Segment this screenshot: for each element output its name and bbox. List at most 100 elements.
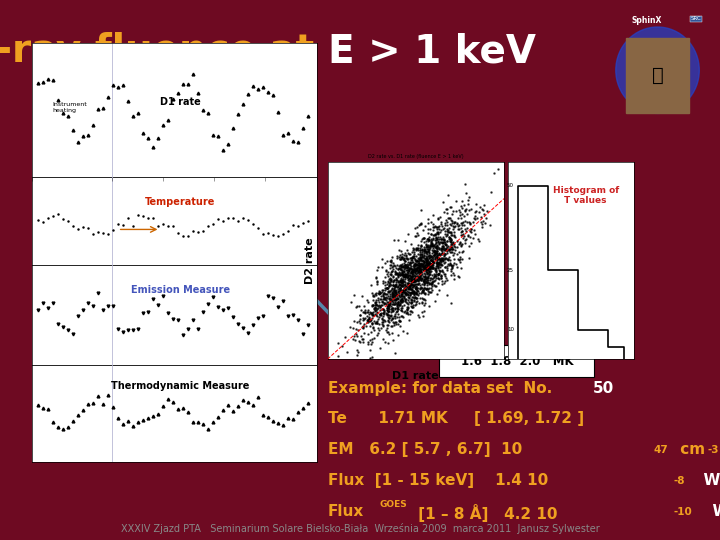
Point bbox=[395, 312, 406, 321]
Point bbox=[396, 292, 408, 300]
Point bbox=[405, 253, 416, 262]
Point bbox=[425, 260, 436, 269]
Point bbox=[402, 305, 413, 314]
Point bbox=[410, 293, 421, 301]
Point bbox=[438, 244, 450, 253]
Point bbox=[424, 263, 436, 272]
Point bbox=[421, 269, 433, 278]
Point bbox=[441, 255, 453, 264]
Point bbox=[426, 263, 438, 272]
Point bbox=[432, 258, 444, 267]
Point bbox=[374, 298, 385, 306]
Point bbox=[389, 300, 400, 308]
Point bbox=[408, 269, 419, 278]
Point bbox=[434, 238, 446, 247]
Point bbox=[427, 261, 438, 269]
Point bbox=[395, 260, 407, 269]
Point bbox=[368, 317, 379, 326]
Point bbox=[396, 289, 408, 298]
Point bbox=[431, 235, 443, 244]
Point bbox=[423, 257, 434, 266]
Point bbox=[413, 311, 424, 320]
Point bbox=[405, 280, 416, 289]
Point bbox=[399, 272, 410, 281]
Point bbox=[409, 267, 420, 275]
Point bbox=[397, 295, 408, 303]
Point bbox=[432, 270, 444, 279]
Point bbox=[413, 255, 424, 264]
Point bbox=[406, 276, 418, 285]
Point bbox=[425, 256, 436, 265]
Point bbox=[392, 298, 404, 307]
Point bbox=[425, 262, 436, 271]
Point bbox=[448, 228, 459, 237]
Point bbox=[406, 281, 418, 289]
Point bbox=[411, 294, 423, 302]
Point bbox=[409, 276, 420, 285]
Point bbox=[410, 272, 421, 280]
Point bbox=[437, 241, 449, 250]
Point bbox=[438, 255, 449, 264]
Point bbox=[427, 246, 438, 255]
Point bbox=[405, 277, 416, 286]
Point bbox=[421, 268, 433, 277]
Point bbox=[415, 272, 426, 281]
Point bbox=[358, 308, 369, 316]
Text: Histogram of
T values: Histogram of T values bbox=[552, 186, 619, 205]
Point bbox=[419, 265, 431, 273]
Point bbox=[399, 272, 410, 281]
Point bbox=[395, 252, 407, 261]
Point bbox=[420, 256, 431, 265]
Point bbox=[390, 281, 402, 289]
Point bbox=[405, 272, 416, 281]
Point bbox=[428, 246, 439, 254]
Point bbox=[396, 295, 408, 304]
Point bbox=[469, 226, 480, 234]
Point bbox=[387, 293, 398, 301]
Point bbox=[355, 306, 366, 315]
Point bbox=[384, 292, 396, 300]
Point bbox=[428, 211, 439, 219]
Point bbox=[407, 289, 418, 298]
Point bbox=[413, 259, 425, 268]
Point bbox=[404, 280, 415, 288]
Point bbox=[431, 249, 442, 258]
Point bbox=[468, 233, 480, 242]
Point bbox=[397, 282, 408, 291]
Point bbox=[449, 233, 461, 241]
Point bbox=[366, 289, 378, 298]
Point bbox=[407, 287, 418, 295]
Point bbox=[414, 246, 426, 254]
Point bbox=[421, 256, 433, 265]
Point bbox=[397, 286, 408, 295]
Point bbox=[406, 287, 418, 296]
Point bbox=[392, 278, 404, 286]
Point bbox=[392, 288, 404, 296]
Point bbox=[428, 251, 440, 260]
Point bbox=[357, 316, 369, 325]
Point bbox=[443, 214, 454, 222]
Point bbox=[409, 274, 420, 282]
Point bbox=[393, 269, 405, 278]
Point bbox=[400, 285, 411, 293]
Point bbox=[394, 284, 405, 292]
Point bbox=[431, 227, 443, 236]
Point bbox=[374, 310, 385, 319]
Point bbox=[420, 285, 432, 293]
Point bbox=[447, 240, 459, 249]
Point bbox=[403, 280, 415, 288]
Point bbox=[399, 289, 410, 298]
Point bbox=[427, 234, 438, 243]
Point bbox=[410, 268, 421, 276]
Point bbox=[441, 244, 452, 252]
Point bbox=[459, 217, 471, 225]
Point bbox=[372, 308, 383, 317]
Point bbox=[431, 251, 443, 260]
Point bbox=[419, 271, 431, 280]
Point bbox=[361, 322, 372, 330]
Point bbox=[370, 301, 382, 309]
Point bbox=[402, 295, 414, 304]
Point bbox=[413, 264, 425, 273]
Point bbox=[405, 288, 417, 297]
Point bbox=[479, 219, 490, 227]
